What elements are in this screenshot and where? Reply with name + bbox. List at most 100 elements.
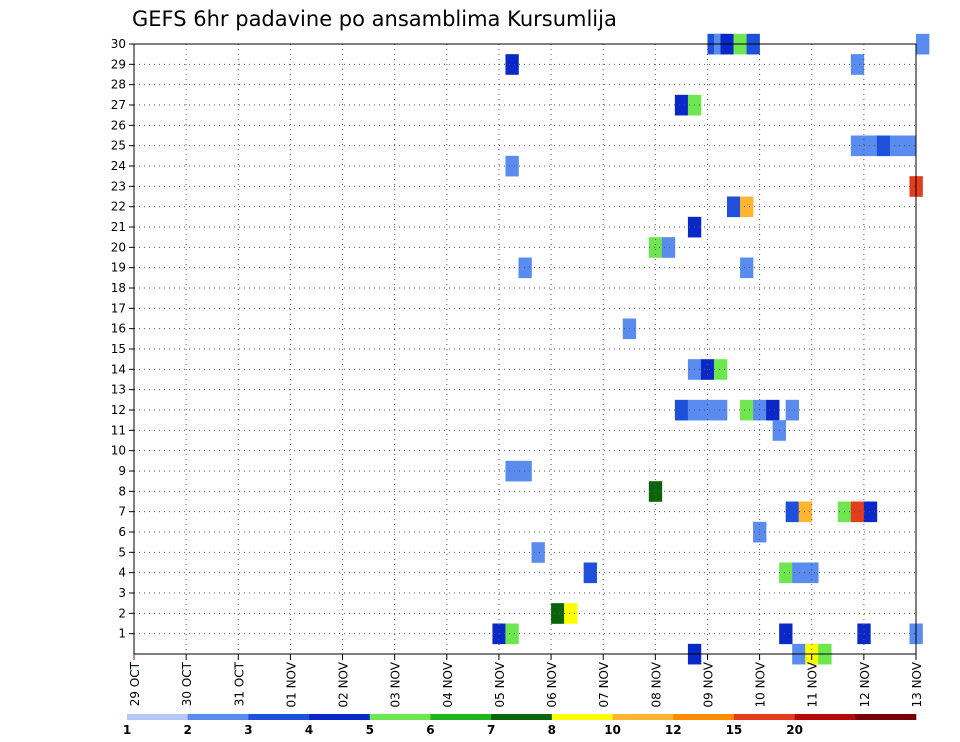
y-tick-label: 18 (111, 281, 126, 295)
y-tick-label: 20 (111, 240, 126, 254)
heatmap-cell (531, 542, 545, 563)
x-tick-label: 11 NOV (806, 661, 820, 707)
colorbar-label: 15 (726, 723, 743, 737)
y-axis: 1234567891011121314151617181920212223242… (111, 37, 134, 641)
x-tick-label: 31 OCT (232, 661, 246, 706)
y-tick-label: 26 (111, 118, 126, 132)
heatmap-cell (850, 54, 865, 75)
y-tick-label: 21 (111, 220, 126, 234)
colorbar-swatch (855, 714, 917, 720)
colorbar-label: 8 (548, 723, 556, 737)
x-tick-label: 01 NOV (284, 661, 298, 707)
colorbar-label: 3 (244, 723, 252, 737)
heatmap-cell (740, 399, 754, 421)
x-tick-label: 07 NOV (597, 661, 611, 707)
y-tick-label: 4 (118, 566, 126, 580)
y-tick-label: 10 (111, 444, 126, 458)
heatmap-cell (766, 399, 780, 421)
heatmap-cell (779, 562, 793, 584)
heatmap-cell (648, 481, 663, 502)
heatmap-cell (518, 257, 532, 279)
y-tick-label: 14 (111, 362, 126, 376)
colorbar-label: 20 (786, 723, 803, 737)
y-tick-label: 17 (111, 301, 126, 315)
heatmap-cell (798, 501, 813, 523)
x-tick-label: 05 NOV (493, 661, 507, 707)
colorbar-swatch (187, 714, 249, 720)
heatmap-cell (863, 135, 878, 157)
colorbar-label: 7 (487, 723, 495, 737)
y-tick-label: 6 (118, 525, 126, 539)
colorbar-swatch (733, 714, 795, 720)
y-tick-label: 3 (118, 586, 126, 600)
x-tick-label: 30 OCT (180, 661, 194, 706)
y-tick-label: 9 (118, 464, 126, 478)
y-tick-label: 12 (111, 403, 126, 417)
colorbar-swatch (551, 714, 613, 720)
colorbar-label: 12 (665, 723, 682, 737)
x-tick-label: 29 OCT (128, 661, 142, 706)
colorbar-label: 5 (366, 723, 374, 737)
colorbar-swatch (612, 714, 674, 720)
heatmap-cell (674, 94, 689, 116)
x-tick-label: 13 NOV (910, 661, 924, 707)
heatmap-cell (792, 562, 806, 584)
y-tick-label: 7 (118, 505, 126, 519)
y-tick-label: 15 (111, 342, 126, 356)
y-tick-label: 13 (111, 383, 126, 397)
heatmap-cell (551, 603, 565, 624)
colorbar-swatch (430, 714, 492, 720)
colorbar-swatch (491, 714, 553, 720)
colorbar-label: 4 (305, 723, 313, 737)
x-tick-label: 03 NOV (389, 661, 403, 707)
heatmap-cell (583, 562, 597, 584)
heatmap-cell (916, 33, 930, 55)
y-tick-label: 19 (111, 261, 126, 275)
heatmap-cell (674, 399, 689, 421)
x-tick-label: 02 NOV (337, 661, 351, 707)
y-tick-label: 25 (111, 139, 126, 153)
heatmap-cell (785, 399, 799, 421)
y-tick-label: 22 (111, 200, 126, 214)
y-tick-label: 24 (111, 159, 126, 173)
heatmap-cell (505, 54, 519, 75)
heatmap-cell (727, 196, 741, 218)
heatmap-cell (661, 237, 676, 258)
heatmap-cell (740, 196, 754, 218)
y-tick-label: 8 (118, 484, 126, 498)
x-tick-label: 10 NOV (754, 661, 768, 707)
colorbar-swatch (369, 714, 431, 720)
heatmap-cell (505, 623, 519, 645)
heatmap-cell (518, 460, 532, 482)
heatmap-cell (805, 562, 819, 584)
heatmap-cell (700, 399, 715, 421)
y-tick-label: 27 (111, 98, 126, 112)
heatmap-cell (740, 257, 754, 279)
heatmap-cell (713, 359, 728, 380)
heatmap-cell (779, 623, 793, 645)
colorbar-swatch (673, 714, 735, 720)
x-axis: 29 OCT 30 OCT 31 OCT 01 NOV 02 NOV 03 NOV 04 N… (128, 654, 924, 708)
heatmap-cell (505, 460, 519, 482)
colorbar-label: 6 (426, 723, 434, 737)
chart-title: GEFS 6hr padavine po ansamblima Kursumli… (132, 7, 617, 31)
y-tick-label: 11 (111, 423, 126, 437)
y-tick-label: 5 (118, 545, 126, 559)
y-tick-label: 28 (111, 78, 126, 92)
heatmap-cell (785, 501, 799, 523)
x-tick-label: 09 NOV (701, 661, 715, 707)
heatmap-cell (564, 603, 578, 624)
x-tick-label: 08 NOV (649, 661, 663, 707)
heatmap-cell (505, 155, 519, 177)
heatmap-cell (876, 135, 891, 157)
colorbar-swatch (309, 714, 371, 720)
colorbar-swatch (127, 714, 188, 720)
colorbar-label: 2 (184, 723, 192, 737)
y-tick-label: 16 (111, 322, 126, 336)
x-tick-label: 12 NOV (858, 661, 872, 707)
heatmap-cell (863, 501, 878, 523)
y-tick-label: 30 (111, 37, 126, 51)
heatmap-cell (713, 399, 728, 421)
colorbar: 1 2 3 4 5 6 7 8 10 12 15 20 (123, 714, 917, 737)
x-tick-label: 04 NOV (441, 661, 455, 707)
